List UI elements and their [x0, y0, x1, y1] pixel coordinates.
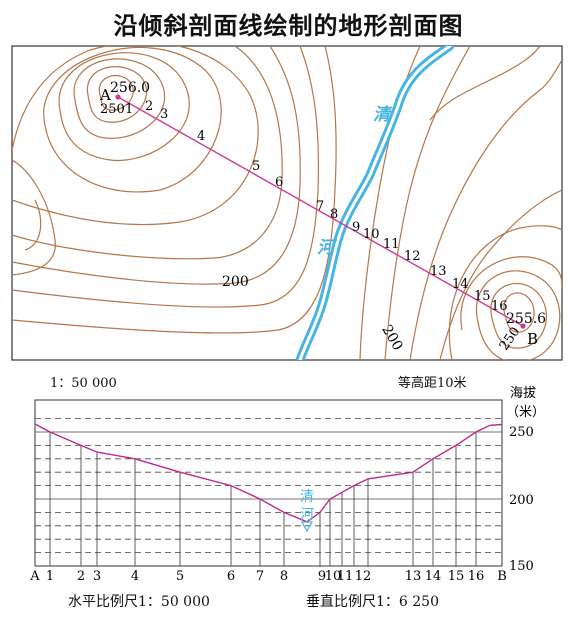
- x-tick-label: 3: [93, 569, 101, 584]
- y-axis-title: 海拔: [510, 386, 536, 401]
- crossing-label: 7: [316, 199, 324, 214]
- x-tick-label: 5: [176, 569, 184, 584]
- y-axis-unit: （米）: [506, 405, 545, 420]
- x-tick-label: A: [29, 569, 40, 584]
- y-tick-label: 250: [509, 425, 534, 440]
- y-tick-label: 150: [509, 559, 534, 574]
- x-tick-label: 15: [448, 569, 465, 584]
- contour-250-a-label: 250: [100, 102, 125, 117]
- contour-line: [490, 283, 547, 349]
- elevation-b-label: 255.6: [506, 311, 546, 327]
- x-tick-label: 13: [405, 569, 422, 584]
- x-tick-label: 2: [77, 569, 85, 584]
- crossing-label: 9: [352, 220, 360, 235]
- contour-line: [429, 46, 541, 121]
- x-tick-label: B: [497, 569, 507, 584]
- profile-river-qing: 清: [300, 489, 314, 505]
- profile-river-he: 河: [300, 507, 314, 523]
- crossing-label: 14: [452, 277, 469, 292]
- contour-line: [43, 46, 222, 193]
- contour-line: [73, 58, 166, 139]
- crossing-label: 12: [404, 249, 421, 264]
- map-frame: [11, 45, 563, 361]
- contour-line: [12, 46, 259, 226]
- crossing-label: 15: [474, 289, 491, 304]
- contour-line: [12, 159, 56, 276]
- x-tick-label: 4: [131, 569, 139, 584]
- crossing-label: 8: [330, 207, 338, 222]
- elevation-a-label: 256.0: [110, 80, 150, 96]
- contour-line: [12, 46, 320, 308]
- contour-line: [12, 46, 301, 285]
- x-tick-label: 10: [325, 569, 342, 584]
- profile-gridlines: [35, 418, 502, 554]
- crossing-label: 3: [160, 107, 168, 122]
- point-a-marker: [115, 94, 121, 100]
- river-symbol: [300, 521, 314, 533]
- vertical-scale-label: 垂直比例尺1：6 250: [306, 594, 439, 610]
- point-b-label: B: [527, 330, 538, 348]
- x-tick-label: 1: [46, 569, 54, 584]
- crossing-label: 1: [125, 102, 133, 117]
- contour-200-left-label: 200: [222, 274, 249, 290]
- crossing-label: 13: [430, 264, 447, 279]
- x-tick-label: 7: [256, 569, 264, 584]
- contour-line: [24, 199, 42, 251]
- crossing-label: 16: [491, 299, 508, 314]
- crossing-label: 5: [252, 159, 260, 174]
- contour-interval-label: 等高距10米: [398, 376, 467, 391]
- contour-line: [460, 256, 562, 331]
- y-tick-label: 200: [509, 493, 534, 508]
- contour-line: [86, 66, 148, 123]
- river-label-qing: 清: [373, 105, 393, 125]
- contour-line: [384, 46, 471, 360]
- contour-line: [98, 74, 134, 111]
- crossing-labels: 1 2 3 4 5 6 7 8 9 10 11 12 13 14 15 16: [125, 99, 508, 314]
- contour-lines: [12, 46, 562, 360]
- crossing-label: 2: [145, 99, 153, 114]
- point-a-label: A: [99, 86, 111, 104]
- river-label-he: 河: [317, 238, 338, 258]
- crossing-label: 11: [383, 237, 400, 252]
- contour-line: [12, 46, 337, 334]
- contour-map: 清 河 A B 256.0 255.6 250 250 200 200 1 2 …: [11, 45, 563, 361]
- crossing-label: 6: [275, 175, 283, 190]
- crossing-label: 4: [197, 129, 205, 144]
- x-tick-label: 14: [425, 569, 442, 584]
- x-tick-label: 12: [355, 569, 372, 584]
- contour-line: [409, 59, 562, 360]
- x-tick-label: 8: [280, 569, 288, 584]
- contour-line: [503, 292, 535, 333]
- contour-line: [475, 270, 561, 360]
- contour-line: [448, 225, 562, 360]
- contour-line: [58, 52, 190, 162]
- page-title: 沿倾斜剖面线绘制的地形剖面图: [113, 12, 464, 40]
- x-tick-label: 9: [318, 569, 326, 584]
- point-b-marker: [520, 323, 526, 329]
- x-tick-label: 6: [227, 569, 235, 584]
- section-line: [117, 96, 524, 327]
- contour-line: [12, 46, 283, 260]
- profile-frame: [34, 399, 503, 567]
- crossing-label: 10: [363, 227, 380, 242]
- profile-curve: [34, 423, 503, 523]
- horizontal-scale-label: 水平比例尺1：50 000: [68, 594, 210, 610]
- x-tick-label: 11: [337, 569, 354, 584]
- map-scale-label: 1：50 000: [50, 376, 117, 391]
- x-tick-label: 16: [468, 569, 485, 584]
- profile-drop-lines: [49, 432, 477, 566]
